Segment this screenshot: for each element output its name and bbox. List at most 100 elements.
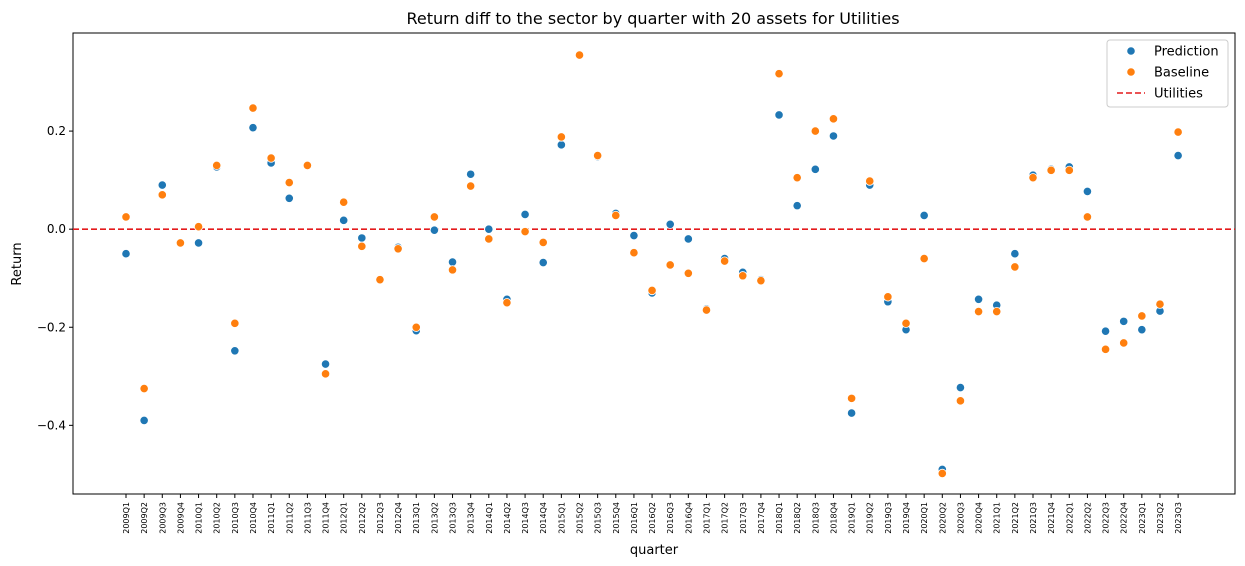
baseline-point — [629, 248, 639, 258]
baseline-point — [157, 190, 167, 200]
x-tick-label: 2018Q4 — [829, 502, 838, 534]
y-tick-label: 0.2 — [47, 124, 66, 138]
baseline-point — [701, 305, 712, 315]
baseline-point — [393, 244, 403, 254]
prediction-point — [919, 210, 929, 221]
x-tick-label: 2019Q1 — [848, 502, 857, 534]
x-tick-label: 2009Q3 — [158, 502, 167, 534]
baseline-point — [175, 238, 186, 248]
x-tick-label: 2012Q1 — [340, 502, 349, 534]
prediction-point — [846, 408, 857, 418]
legend: Prediction Baseline Utilities — [1106, 39, 1229, 108]
x-tick-label: 2010Q2 — [213, 502, 222, 534]
x-tick-label: 2011Q3 — [303, 502, 312, 534]
baseline-point — [665, 260, 675, 270]
baseline-point — [266, 153, 276, 163]
prediction-point — [139, 415, 149, 426]
prediction-point — [520, 209, 530, 220]
baseline-point — [411, 322, 421, 332]
x-tick-label: 2015Q1 — [557, 502, 566, 534]
baseline-point — [1119, 338, 1129, 348]
x-tick-label: 2020Q1 — [920, 502, 929, 534]
prediction-point — [248, 123, 258, 133]
chart-title: Return diff to the sector by quarter wit… — [406, 9, 899, 28]
baseline-point — [738, 271, 748, 281]
baseline-point — [1028, 173, 1038, 183]
prediction-point — [683, 234, 693, 244]
prediction-point — [193, 238, 204, 248]
legend-marker-baseline — [1126, 67, 1136, 77]
legend-label-utilities: Utilities — [1154, 87, 1203, 102]
baseline-point — [1155, 299, 1165, 309]
baseline-point — [302, 160, 312, 171]
x-tick-label: 2021Q3 — [1029, 502, 1038, 534]
x-tick-label: 2018Q2 — [793, 502, 802, 534]
x-tick-label: 2014Q4 — [539, 502, 548, 534]
baseline-point — [357, 241, 367, 251]
baseline-point — [720, 256, 730, 266]
baseline-point — [955, 396, 966, 406]
prediction-point — [1173, 151, 1183, 161]
x-tick-label: 2013Q2 — [430, 502, 439, 534]
baseline-point — [574, 50, 585, 60]
baseline-point — [992, 306, 1002, 317]
x-tick-label: 2011Q2 — [285, 502, 294, 534]
baseline-point — [466, 181, 476, 191]
prediction-point — [538, 257, 548, 268]
baseline-point — [121, 212, 131, 222]
x-tick-label: 2018Q1 — [775, 502, 784, 534]
x-tick-label: 2009Q2 — [140, 502, 149, 534]
prediction-point — [230, 346, 240, 356]
baseline-point — [901, 318, 911, 328]
baseline-point — [284, 177, 294, 188]
legend-label-baseline: Baseline — [1154, 66, 1209, 81]
x-tick-label: 2012Q2 — [358, 502, 367, 534]
x-tick-label: 2010Q1 — [195, 502, 204, 534]
x-tick-label: 2017Q4 — [757, 502, 766, 534]
x-tick-label: 2009Q4 — [176, 502, 185, 534]
baseline-point — [193, 222, 204, 232]
x-tick-label: 2015Q4 — [612, 502, 621, 534]
baseline-point — [484, 234, 494, 244]
x-tick-label: 2014Q3 — [521, 502, 530, 534]
x-tick-label: 2014Q2 — [503, 502, 512, 534]
baseline-point — [683, 268, 693, 278]
x-tick-label: 2011Q4 — [322, 502, 331, 534]
prediction-point — [556, 140, 566, 150]
baseline-point — [865, 176, 875, 186]
prediction-point — [665, 219, 675, 229]
baseline-point — [1010, 262, 1020, 272]
y-tick-label: 0.0 — [47, 222, 66, 236]
x-tick-label: 2016Q2 — [648, 502, 657, 534]
x-tick-label: 2018Q3 — [811, 502, 820, 534]
x-tick-label: 2021Q4 — [1047, 502, 1056, 534]
baseline-point — [1082, 212, 1093, 222]
prediction-point — [955, 382, 966, 393]
x-tick-label: 2019Q3 — [884, 502, 893, 534]
x-tick-label: 2017Q2 — [721, 502, 730, 534]
baseline-point — [1064, 165, 1074, 175]
baseline-point — [973, 306, 984, 317]
baseline-point — [538, 237, 548, 248]
prediction-point — [810, 164, 820, 174]
x-tick-label: 2012Q4 — [394, 502, 403, 534]
x-tick-label: 2013Q3 — [449, 502, 458, 534]
series-baseline — [121, 50, 1183, 479]
prediction-point — [973, 294, 984, 304]
x-tick-label: 2013Q1 — [412, 502, 421, 534]
y-tick-label: −0.2 — [37, 320, 66, 334]
baseline-point — [339, 197, 349, 207]
x-tick-label: 2020Q4 — [975, 502, 984, 534]
series-prediction — [121, 50, 1183, 475]
baseline-point — [810, 126, 820, 136]
x-tick-label: 2016Q4 — [684, 502, 693, 534]
prediction-point — [774, 110, 784, 120]
baseline-point — [320, 369, 331, 379]
x-tick-label: 2022Q1 — [1065, 502, 1074, 534]
x-tick-label: 2014Q1 — [485, 502, 494, 534]
x-tick-label: 2017Q1 — [702, 502, 711, 534]
baseline-point — [429, 212, 439, 222]
prediction-point — [466, 169, 476, 179]
x-tick-label: 2010Q3 — [231, 502, 240, 534]
